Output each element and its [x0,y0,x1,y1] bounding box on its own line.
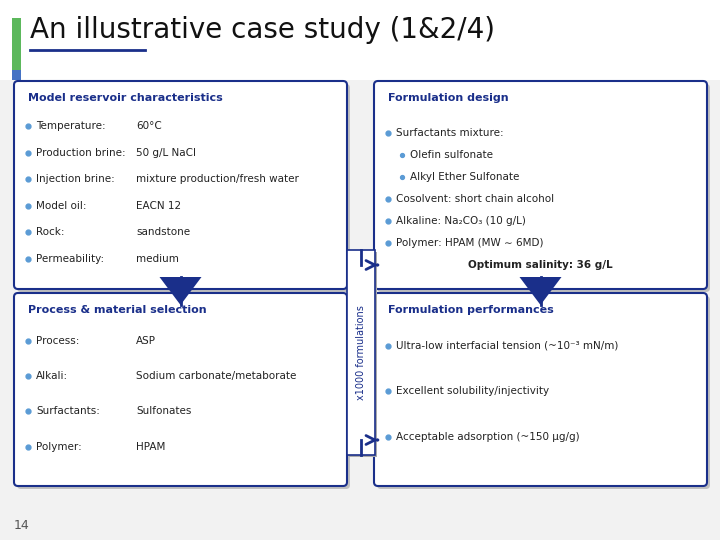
Bar [0,0,720,80]
Text: Excellent solubility/injectivity: Excellent solubility/injectivity [396,386,549,396]
FancyBboxPatch shape [17,84,350,292]
Polygon shape [160,277,202,305]
Text: Process:: Process: [36,336,79,346]
Text: mixture production/fresh water: mixture production/fresh water [136,174,299,184]
Text: Alkali:: Alkali: [36,371,68,381]
Text: medium: medium [136,254,179,264]
Text: Surfactants mixture:: Surfactants mixture: [396,128,503,138]
Text: ASP: ASP [136,336,156,346]
Text: Permeability:: Permeability: [36,254,104,264]
Bar [12,18,21,70]
FancyBboxPatch shape [17,296,350,489]
Text: 60°C: 60°C [136,122,162,131]
Text: Cosolvent: short chain alcohol: Cosolvent: short chain alcohol [396,194,554,204]
Text: Alkaline: Na₂CO₃ (10 g/L): Alkaline: Na₂CO₃ (10 g/L) [396,216,526,226]
FancyBboxPatch shape [374,81,707,289]
Text: Injection brine:: Injection brine: [36,174,114,184]
Text: Olefin sulfonate: Olefin sulfonate [410,150,493,160]
Text: EACN 12: EACN 12 [136,201,181,211]
Text: Production brine:: Production brine: [36,148,125,158]
Text: Sodium carbonate/metaborate: Sodium carbonate/metaborate [136,371,297,381]
Text: Acceptable adsorption (~150 μg/g): Acceptable adsorption (~150 μg/g) [396,431,580,442]
Text: sandstone: sandstone [136,227,190,237]
Text: Process & material selection: Process & material selection [28,305,207,315]
Text: 14: 14 [14,519,30,532]
Bar [12,70,21,80]
Text: Alkyl Ether Sulfonate: Alkyl Ether Sulfonate [410,172,519,182]
Text: Surfactants:: Surfactants: [36,406,100,416]
FancyBboxPatch shape [377,84,710,292]
Text: Formulation performances: Formulation performances [388,305,554,315]
FancyBboxPatch shape [374,293,707,486]
Bar [349,252,377,457]
Text: Model reservoir characteristics: Model reservoir characteristics [28,93,222,103]
Text: Polymer: HPAM (MW ∼ 6MD): Polymer: HPAM (MW ∼ 6MD) [396,238,544,248]
Text: Rock:: Rock: [36,227,65,237]
Text: Formulation design: Formulation design [388,93,508,103]
Text: Polymer:: Polymer: [36,442,82,451]
Text: HPAM: HPAM [136,442,166,451]
FancyBboxPatch shape [14,81,347,289]
Text: Model oil:: Model oil: [36,201,86,211]
Bar [347,250,375,455]
Text: x1000 formulations: x1000 formulations [356,305,366,400]
Text: 50 g/L NaCl: 50 g/L NaCl [136,148,196,158]
FancyBboxPatch shape [377,296,710,489]
Polygon shape [520,277,562,305]
Text: Optimum salinity: 36 g/L: Optimum salinity: 36 g/L [468,260,612,270]
Text: An illustrative case study (1&2/4): An illustrative case study (1&2/4) [30,16,495,44]
Text: Temperature:: Temperature: [36,122,106,131]
Text: Ultra-low interfacial tension (~10⁻³ mN/m): Ultra-low interfacial tension (~10⁻³ mN/… [396,341,618,350]
FancyBboxPatch shape [14,293,347,486]
Text: Sulfonates: Sulfonates [136,406,192,416]
